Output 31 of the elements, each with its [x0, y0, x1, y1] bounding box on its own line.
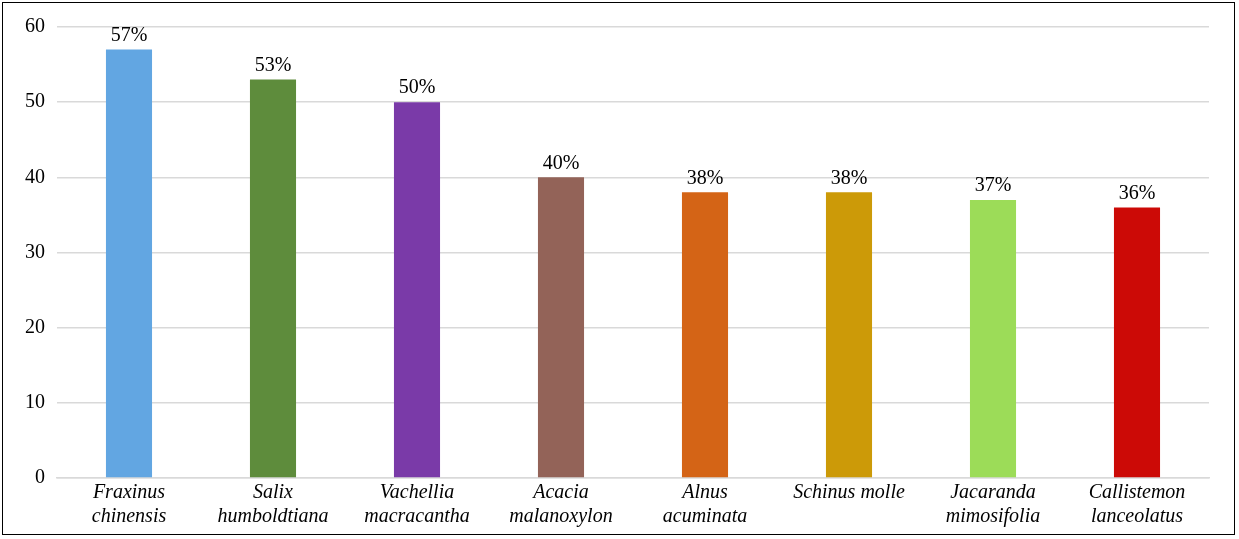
data-label: 38%	[830, 165, 868, 188]
bar	[105, 49, 153, 478]
y-tick-label: 30	[25, 239, 45, 262]
bar	[1113, 207, 1161, 478]
y-tick-label: 40	[25, 164, 45, 187]
data-label: 40%	[542, 150, 580, 173]
data-label: 38%	[686, 165, 724, 188]
data-label: 57%	[110, 22, 148, 45]
x-tick-label: Acacia malanoxylon	[509, 480, 613, 528]
x-tick-label: Alnus acuminata	[662, 480, 748, 527]
x-tick-label: Salix humboldtiana	[217, 480, 329, 527]
x-tick-label: Jacaranda mimosifolia	[945, 480, 1041, 528]
x-tick-label: Schinus molle	[793, 480, 905, 503]
data-label: 36%	[1118, 180, 1156, 203]
y-tick-label: 20	[25, 314, 45, 337]
bar	[681, 192, 729, 478]
x-tick-label: Vachellia macracantha	[364, 480, 470, 527]
y-tick-label: 50	[25, 89, 45, 112]
data-label: 53%	[254, 52, 292, 75]
y-tick-label: 60	[25, 14, 45, 37]
bar	[393, 102, 441, 478]
bar	[537, 177, 585, 478]
y-tick-label: 10	[25, 390, 45, 413]
data-label: 50%	[398, 75, 436, 98]
bar	[825, 192, 873, 478]
data-label: 37%	[974, 173, 1012, 196]
x-tick-label: Callistemon lanceolatus	[1088, 480, 1186, 527]
bar	[969, 199, 1017, 478]
y-tick-label: 0	[35, 465, 45, 488]
bar	[249, 79, 297, 478]
x-tick-label: Fraxinus chinensis	[91, 480, 167, 527]
